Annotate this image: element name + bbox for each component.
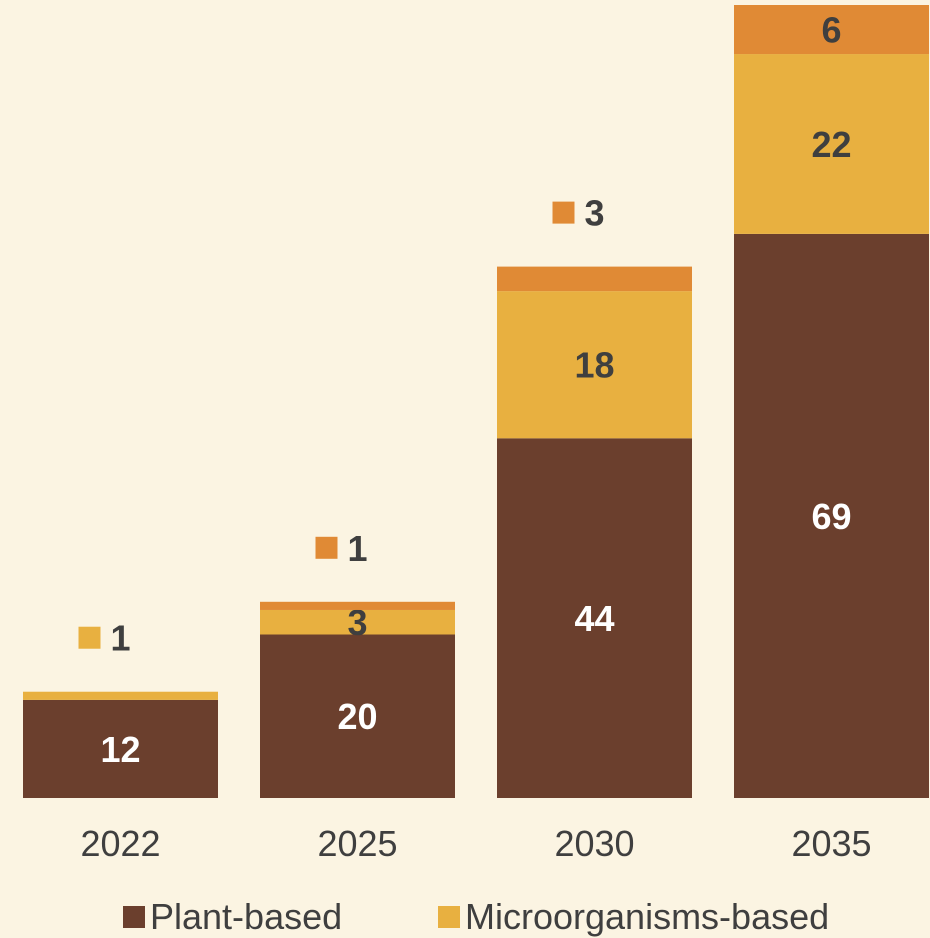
legend-swatch-series-2 bbox=[438, 906, 460, 928]
legend: Plant-based Microorganisms-based bbox=[123, 896, 829, 937]
bar-2022-series-2 bbox=[23, 691, 218, 700]
data-label-2030-series-1: 44 bbox=[574, 598, 614, 639]
data-label-2022-series-1: 12 bbox=[100, 729, 140, 770]
bar-2035-series-1 bbox=[734, 233, 929, 798]
bar-2030-series-2 bbox=[497, 291, 692, 439]
x-axis-ticks: 2022 2025 2030 2035 bbox=[80, 823, 871, 864]
data-label-2025-series-1: 20 bbox=[337, 696, 377, 737]
x-tick-label-2030: 2030 bbox=[554, 823, 634, 864]
x-tick-label-2025: 2025 bbox=[317, 823, 397, 864]
data-label-2035-series-3: 6 bbox=[821, 10, 841, 51]
bar-2025-series-3 bbox=[260, 601, 455, 610]
callout-marker-2025-series-3 bbox=[315, 536, 338, 559]
callout-marker-2030-series-3 bbox=[552, 201, 575, 224]
data-label-2030-series-3: 3 bbox=[585, 193, 605, 234]
bar-2030-series-1 bbox=[497, 438, 692, 798]
data-label-2030-series-2: 18 bbox=[574, 345, 614, 386]
legend-swatch-series-1 bbox=[123, 906, 145, 928]
callout-marker-2022-series-2 bbox=[78, 626, 101, 649]
data-label-2025-series-2: 3 bbox=[347, 602, 367, 643]
plot-area: 12 1 20 3 1 44 18 3 69 22 6 bbox=[23, 5, 929, 798]
data-label-2035-series-2: 22 bbox=[811, 124, 851, 165]
bar-2030-series-3 bbox=[497, 266, 692, 292]
x-tick-label-2022: 2022 bbox=[80, 823, 160, 864]
bar-2025-series-1 bbox=[260, 634, 455, 798]
legend-label-series-2: Microorganisms-based bbox=[465, 896, 829, 937]
bar-2025-series-2 bbox=[260, 609, 455, 635]
data-label-2025-series-3: 1 bbox=[348, 528, 368, 569]
x-tick-label-2035: 2035 bbox=[791, 823, 871, 864]
bar-2022-series-1 bbox=[23, 699, 218, 798]
bar-2035-series-2 bbox=[734, 54, 929, 234]
data-label-2022-series-2: 1 bbox=[111, 618, 131, 659]
bar-2035-series-3 bbox=[734, 5, 929, 55]
data-label-2035-series-1: 69 bbox=[811, 496, 851, 537]
legend-label-series-1: Plant-based bbox=[150, 896, 342, 937]
